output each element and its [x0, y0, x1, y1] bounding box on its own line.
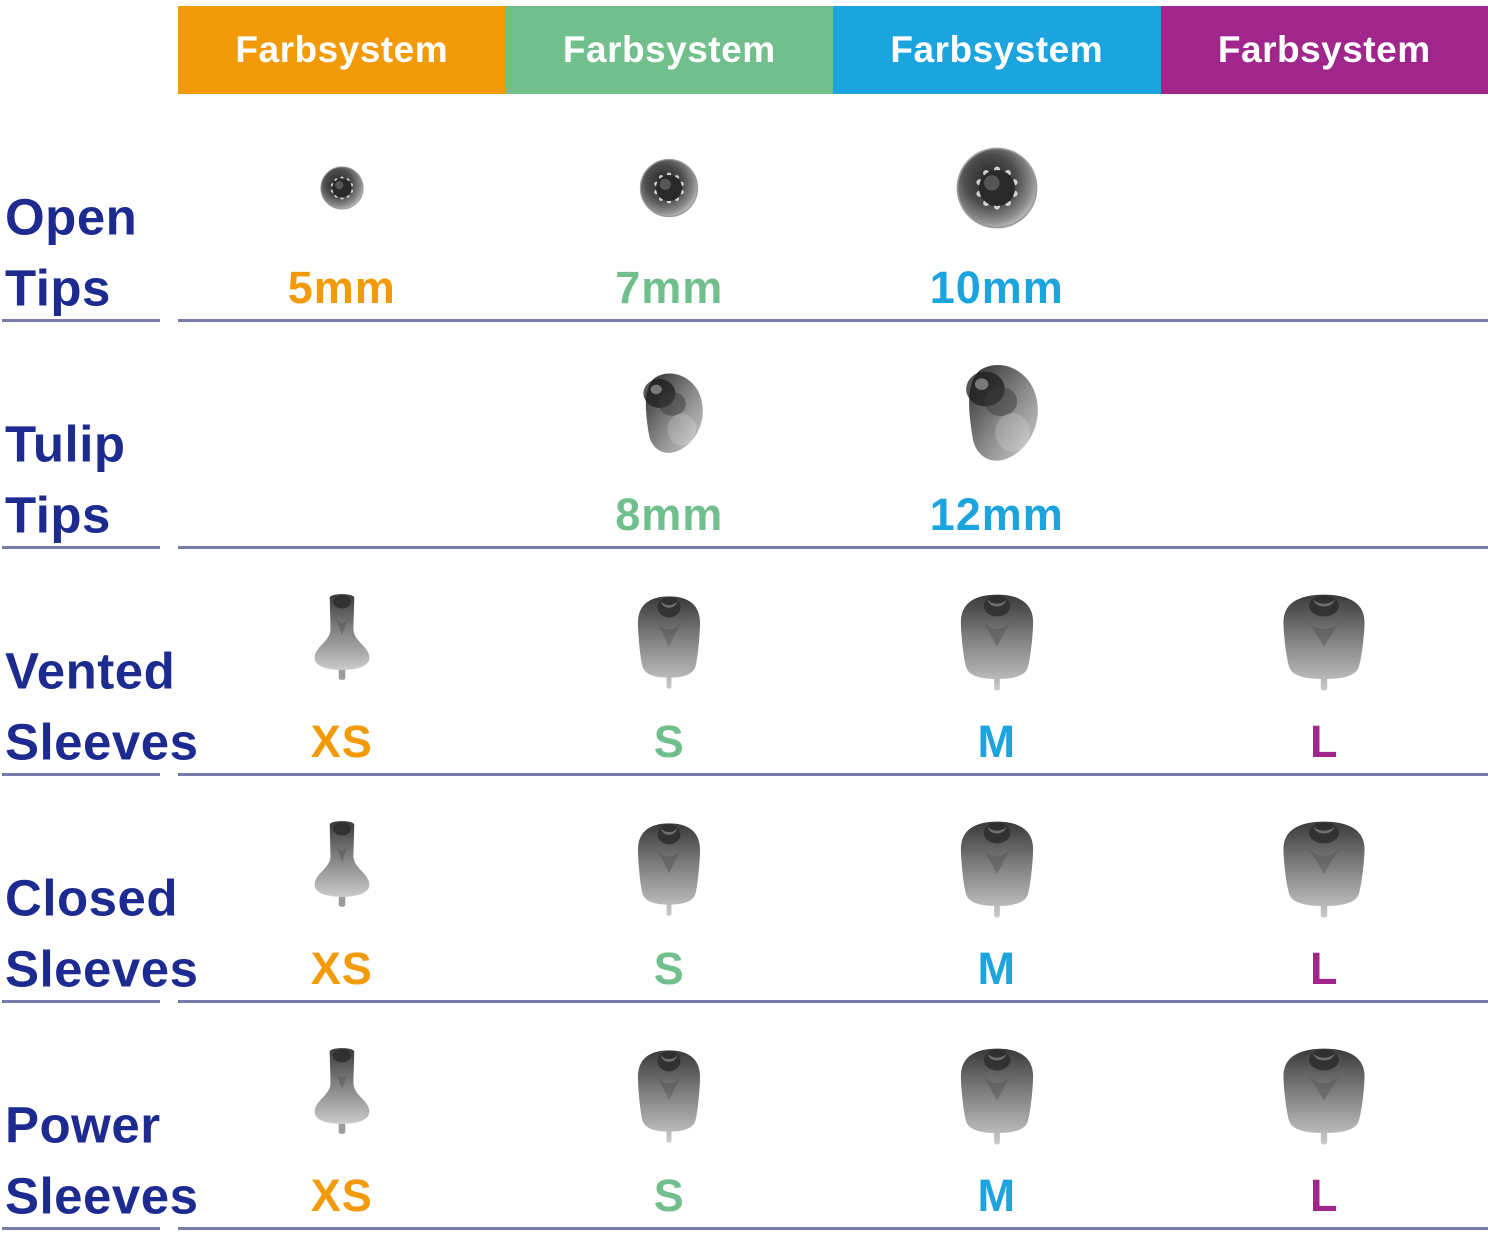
cell-tulip-empty [178, 322, 506, 549]
size-label: 10mm [929, 262, 1064, 313]
row-label-line2: Tips [5, 486, 111, 544]
row-power-sleeves: Power Sleeves XS S M L [0, 1003, 1488, 1230]
cell-vented-xs: XS [178, 549, 506, 776]
row-tulip-tips: Tulip Tips 8mm 12mm [0, 322, 1488, 549]
header-label: Farbsystem [235, 29, 449, 70]
cell-power-xs: XS [178, 1003, 506, 1230]
sleeve-image [1260, 815, 1388, 923]
row-label-line2: Sleeves [5, 1167, 199, 1225]
tulip-tip-image [947, 361, 1047, 469]
row-label-line2: Sleeves [5, 940, 199, 998]
row-label-line2: Sleeves [5, 713, 199, 771]
size-label: S [653, 716, 685, 767]
sleeve-image [940, 815, 1054, 923]
open-tip-image [319, 165, 365, 211]
row-label-vented-sleeves: Vented Sleeves [0, 549, 198, 776]
row-divider [178, 773, 1488, 776]
size-label: L [1310, 716, 1339, 767]
row-open-tips: Open Tips 5mm 7mm 10mm [0, 95, 1488, 322]
row-divider-label [2, 319, 160, 322]
row-divider-label [2, 1227, 160, 1230]
row-divider [178, 546, 1488, 549]
row-label-closed-sleeves: Closed Sleeves [0, 776, 198, 1003]
row-label-open-tips: Open Tips [0, 95, 178, 322]
size-label: 12mm [929, 489, 1064, 540]
sleeve-image [940, 588, 1054, 696]
row-divider [178, 1227, 1488, 1230]
sleeve-image [301, 588, 383, 696]
cell-tulip-empty [1161, 322, 1488, 549]
sleeve-image [301, 815, 383, 923]
cell-vented-s: S [506, 549, 834, 776]
row-divider-label [2, 546, 160, 549]
cell-closed-xs: XS [178, 776, 506, 1003]
cell-open-tip-7mm: 7mm [506, 95, 834, 322]
header-spacer [0, 0, 178, 95]
size-label: XS [310, 716, 373, 767]
row-label-power-sleeves: Power Sleeves [0, 1003, 198, 1230]
header-label: Farbsystem [890, 29, 1104, 70]
header-column-blue: Farbsystem [833, 0, 1161, 95]
row-label-line1: Vented [5, 642, 176, 700]
row-label-tulip-tips: Tulip Tips [0, 322, 178, 549]
size-label: S [653, 1170, 685, 1221]
open-tip-image [638, 157, 700, 219]
sleeve-image [940, 1042, 1054, 1150]
cell-open-tip-10mm: 10mm [833, 95, 1161, 322]
table-header: Farbsystem Farbsystem Farbsystem Farbsys… [0, 0, 1488, 95]
size-label: XS [310, 1170, 373, 1221]
open-tip-image [954, 145, 1040, 231]
cell-open-tip-5mm: 5mm [178, 95, 506, 322]
sleeve-image [1260, 588, 1388, 696]
farbsystem-header-orange: Farbsystem [178, 6, 506, 94]
cell-tulip-tip-8mm: 8mm [506, 322, 834, 549]
cell-vented-m: M [833, 549, 1161, 776]
row-vented-sleeves: Vented Sleeves XS S M L [0, 549, 1488, 776]
size-label: XS [310, 943, 373, 994]
cell-closed-m: M [833, 776, 1161, 1003]
sleeve-image [301, 1042, 383, 1150]
size-label: L [1310, 943, 1339, 994]
size-label: L [1310, 1170, 1339, 1221]
size-label: 5mm [287, 262, 396, 313]
row-closed-sleeves: Closed Sleeves XS S M L [0, 776, 1488, 1003]
header-label: Farbsystem [562, 29, 776, 70]
cell-power-m: M [833, 1003, 1161, 1230]
row-divider [178, 1000, 1488, 1003]
sleeve-image [620, 817, 718, 921]
cell-closed-s: S [506, 776, 834, 1003]
size-label: 8mm [615, 489, 724, 540]
row-label-line2: Tips [5, 259, 111, 317]
size-label: 7mm [615, 262, 724, 313]
cell-closed-l: L [1161, 776, 1488, 1003]
row-label-line1: Open [5, 188, 138, 246]
row-divider-label [2, 773, 160, 776]
farbsystem-header-green: Farbsystem [505, 6, 833, 94]
row-label-line1: Tulip [5, 415, 126, 473]
cell-tulip-tip-12mm: 12mm [833, 322, 1161, 549]
row-divider-label [2, 1000, 160, 1003]
row-divider [178, 319, 1488, 322]
size-label: M [977, 943, 1016, 994]
cell-open-tip-empty [1161, 95, 1488, 322]
header-column-green: Farbsystem [505, 0, 833, 95]
header-column-orange: Farbsystem [178, 0, 506, 95]
sleeve-image [620, 590, 718, 694]
size-label: S [653, 943, 685, 994]
size-label: M [977, 1170, 1016, 1221]
size-label: M [977, 716, 1016, 767]
cell-power-l: L [1161, 1003, 1488, 1230]
cell-vented-l: L [1161, 549, 1488, 776]
sleeve-image [1260, 1042, 1388, 1150]
row-label-line1: Power [5, 1096, 161, 1154]
header-column-purple: Farbsystem [1160, 0, 1488, 95]
tulip-tip-image [629, 370, 709, 460]
header-label: Farbsystem [1217, 29, 1431, 70]
farbsystem-header-purple: Farbsystem [1160, 6, 1488, 94]
row-label-line1: Closed [5, 869, 179, 927]
sleeve-image [620, 1044, 718, 1148]
cell-power-s: S [506, 1003, 834, 1230]
farbsystem-header-blue: Farbsystem [833, 6, 1161, 94]
